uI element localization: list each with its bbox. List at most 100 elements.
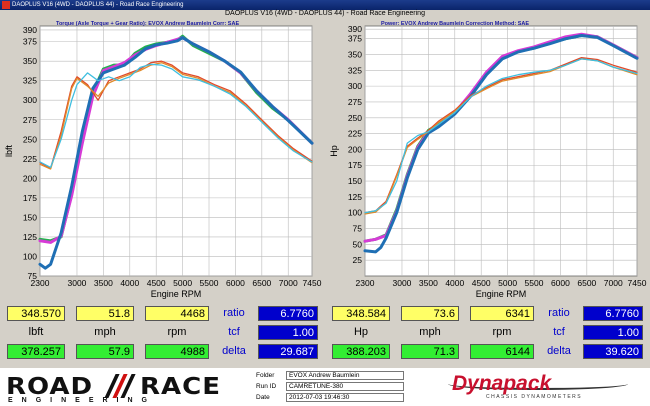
series-line-5 xyxy=(364,58,638,214)
power-chart: 2300 3000 3500 4000 4500 5000 5500 6000 6500 7000… xyxy=(325,18,650,300)
runid-field[interactable]: CAMRETUNE-380 xyxy=(286,382,404,391)
x-tick-label: 3500 xyxy=(419,278,438,288)
power-value-2: 388.203 xyxy=(332,344,390,359)
x-tick-label: 2300 xyxy=(356,278,375,288)
date-field[interactable]: 2012-07-03 19:46:30 xyxy=(286,393,404,402)
x-tick-label: 6000 xyxy=(551,278,570,288)
chart-svg: 2300 3000 3500 4000 4500 5000 5500 6000 6500 7000… xyxy=(4,21,322,299)
y-axis-label: lbft xyxy=(4,145,14,158)
mph-value-2: 57.9 xyxy=(76,344,134,359)
ratio-label: ratio xyxy=(223,307,245,319)
window-titlebar[interactable]: DAOPLUS V16 (4WD - DAOPLUS 44) - Road Ra… xyxy=(0,0,650,10)
x-tick-label: 6500 xyxy=(252,278,271,288)
x-tick-label: 3500 xyxy=(94,278,113,288)
y-tick-label: 75 xyxy=(353,224,363,234)
y-tick-label: 200 xyxy=(23,173,37,183)
tcf-label: tcf xyxy=(553,326,565,338)
logo-engineering-text: ENGINEERING xyxy=(8,397,157,404)
unit-label-mph: mph xyxy=(94,326,116,338)
rpm-value-1: 6341 xyxy=(470,306,534,321)
torque-value-2: 378.257 xyxy=(7,344,65,359)
delta-value: 29.687 xyxy=(258,344,318,359)
x-tick-label: 7000 xyxy=(279,278,298,288)
y-tick-label: 250 xyxy=(348,113,362,123)
y-tick-label: 25 xyxy=(353,255,363,265)
delta-label: delta xyxy=(547,345,571,357)
y-tick-label: 225 xyxy=(23,154,37,164)
x-tick-label: 5500 xyxy=(200,278,219,288)
dynapack-subtext: CHASSIS DYNAMOMETERS xyxy=(486,394,583,400)
series-line-5 xyxy=(39,63,313,169)
series-line-3 xyxy=(39,60,313,169)
app-icon xyxy=(2,1,10,9)
x-tick-label: 7450 xyxy=(303,278,322,288)
mph-value-1: 51.8 xyxy=(76,306,134,321)
x-tick-label: 7450 xyxy=(628,278,647,288)
y-tick-label: 325 xyxy=(348,65,362,75)
rpm-value-2: 4988 xyxy=(145,344,209,359)
y-tick-label: 275 xyxy=(348,97,362,107)
y-tick-label: 325 xyxy=(23,76,37,86)
tcf-value: 1.00 xyxy=(583,325,643,340)
y-tick-label: 175 xyxy=(23,193,37,203)
x-tick-label: 5500 xyxy=(525,278,544,288)
window-title: DAOPLUS V16 (4WD - DAOPLUS 44) - Road Ra… xyxy=(12,2,184,8)
road-race-logo: ROAD RACE ENGINEERING xyxy=(6,370,250,405)
y-tick-label: 350 xyxy=(23,56,37,66)
folder-field[interactable]: EVOX Andrew Baumlein xyxy=(286,371,404,380)
x-tick-label: 7000 xyxy=(604,278,623,288)
footer: ROAD RACE ENGINEERING Folder EVOX Andrew… xyxy=(0,368,650,406)
x-tick-label: 3000 xyxy=(68,278,87,288)
x-tick-label: 6000 xyxy=(226,278,245,288)
folder-label: Folder xyxy=(256,372,275,379)
y-tick-label: 225 xyxy=(348,129,362,139)
rpm-value-1: 4468 xyxy=(145,306,209,321)
tcf-value: 1.00 xyxy=(258,325,318,340)
y-tick-label: 50 xyxy=(353,239,363,249)
delta-value: 39.620 xyxy=(583,344,643,359)
x-tick-label: 4000 xyxy=(120,278,139,288)
dynapack-logo: Dynapack CHASSIS DYNAMOMETERS xyxy=(446,372,642,402)
torque-readout-panel: 348.570 51.8 4468 ratio 6.7760 lbft mph … xyxy=(0,300,325,368)
x-axis-label: Engine RPM xyxy=(151,289,202,299)
y-tick-label: 125 xyxy=(23,232,37,242)
power-value-1: 348.584 xyxy=(332,306,390,321)
unit-label-torque: lbft xyxy=(28,326,44,338)
x-axis-label: Engine RPM xyxy=(476,289,527,299)
chart-subtitle: Power: EVOX Andrew Baumlein Correction M… xyxy=(381,21,529,27)
chart-subtitle: Torque (Axle Torque + Gear Ratio): EVOX … xyxy=(56,21,239,27)
y-tick-label: 175 xyxy=(348,160,362,170)
x-tick-label: 3000 xyxy=(393,278,412,288)
unit-label-hp: Hp xyxy=(353,326,369,338)
x-tick-label: 5000 xyxy=(173,278,192,288)
ratio-value: 6.7760 xyxy=(258,306,318,321)
y-tick-label: 250 xyxy=(23,134,37,144)
y-tick-label: 275 xyxy=(23,115,37,125)
y-tick-label: 390 xyxy=(348,24,362,34)
x-tick-label: 4500 xyxy=(472,278,491,288)
series-line-2 xyxy=(38,36,314,270)
y-tick-label: 150 xyxy=(23,212,37,222)
unit-label-rpm: rpm xyxy=(167,326,187,338)
y-tick-label: 100 xyxy=(348,208,362,218)
y-tick-label: 200 xyxy=(348,144,362,154)
logo-race-text: RACE xyxy=(140,373,221,401)
y-tick-label: 390 xyxy=(23,25,37,35)
y-tick-label: 300 xyxy=(348,81,362,91)
unit-label-mph: mph xyxy=(419,326,441,338)
y-tick-label: 350 xyxy=(348,49,362,59)
dynapack-swoosh xyxy=(448,378,628,390)
chart-svg: 2300 3000 3500 4000 4500 5000 5500 6000 6500 7000… xyxy=(329,21,647,299)
date-label: Date xyxy=(256,394,270,401)
rpm-value-2: 6144 xyxy=(470,344,534,359)
runid-label: Run ID xyxy=(256,383,277,390)
dynapack-text: Dynapack xyxy=(452,372,552,395)
y-tick-label: 75 xyxy=(28,271,38,281)
torque-value-1: 348.570 xyxy=(7,306,65,321)
y-tick-label: 375 xyxy=(23,37,37,47)
mph-value-2: 71.3 xyxy=(401,344,459,359)
power-readout-panel: 348.584 73.6 6341 ratio 6.7760 Hp mph rp… xyxy=(325,300,650,368)
y-tick-label: 125 xyxy=(348,192,362,202)
x-tick-label: 4000 xyxy=(445,278,464,288)
page-title: DAOPLUS V16 (4WD - DAOPLUS 44) - Road Ra… xyxy=(225,10,425,17)
